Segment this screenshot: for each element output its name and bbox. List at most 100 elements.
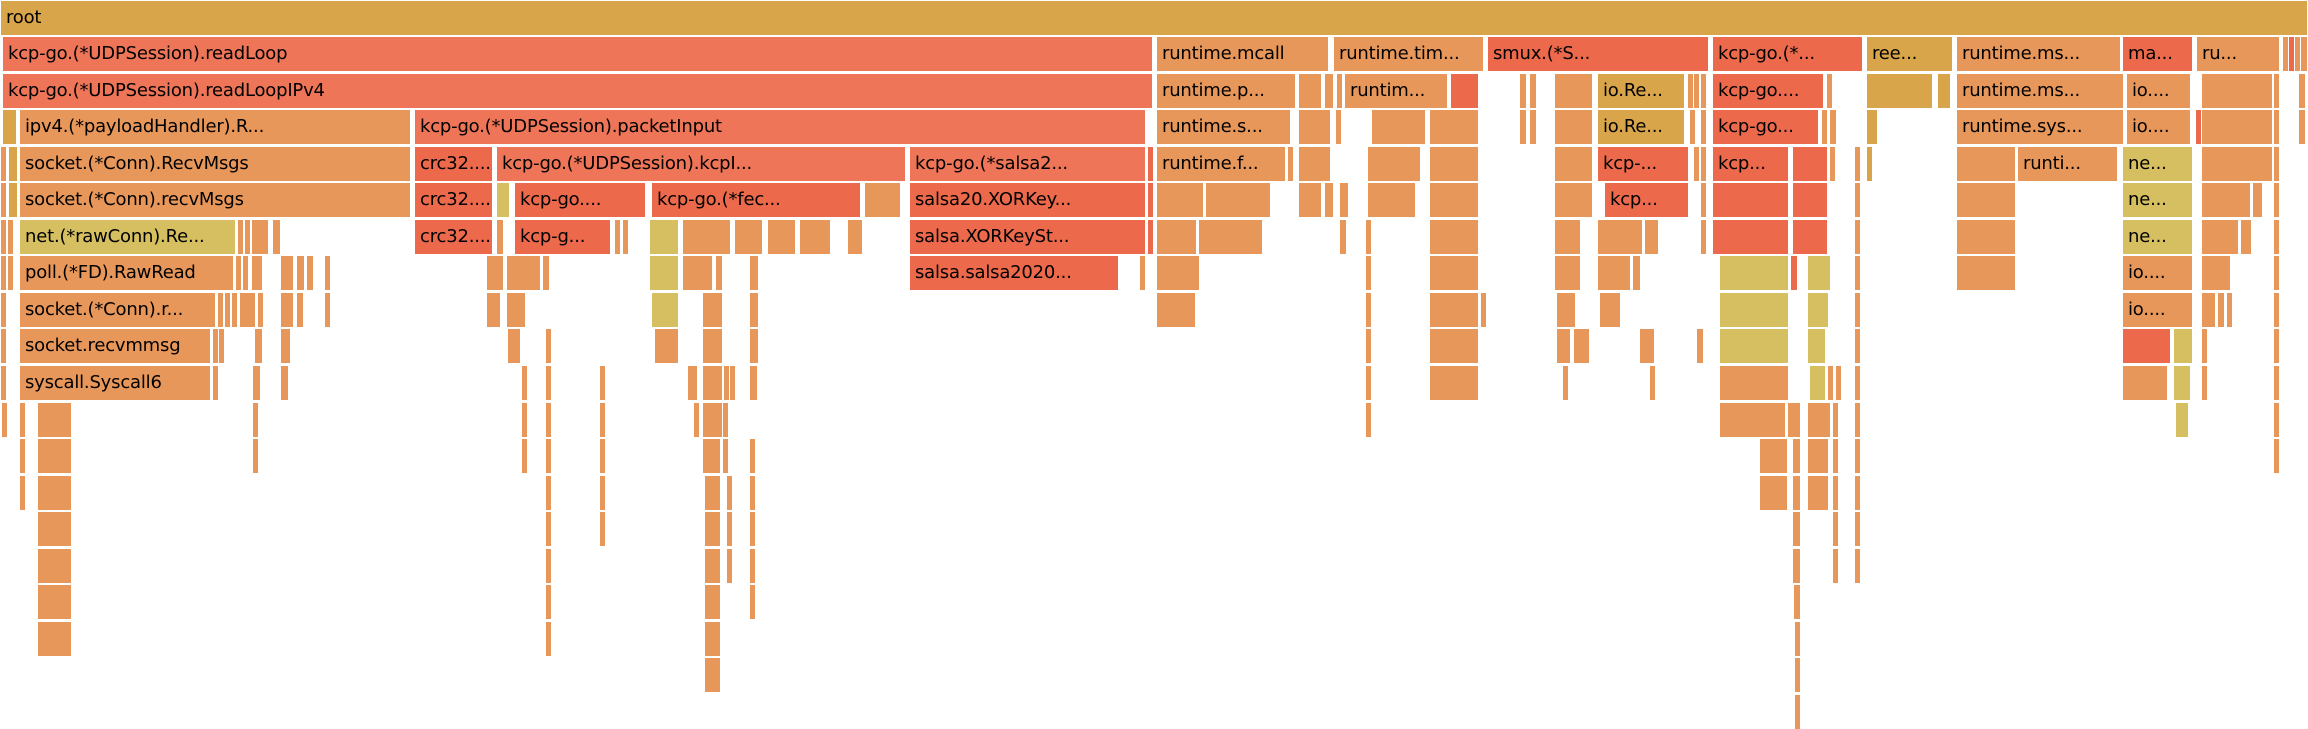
flame-frame-unlabeled[interactable] bbox=[750, 585, 755, 619]
flame-frame-unlabeled[interactable] bbox=[1368, 147, 1420, 181]
flame-frame-unlabeled[interactable] bbox=[2202, 220, 2238, 254]
flame-frame-unlabeled[interactable] bbox=[1, 329, 6, 363]
flame-frame-unlabeled[interactable] bbox=[683, 220, 730, 254]
flame-frame-unlabeled[interactable] bbox=[650, 256, 678, 290]
flame-frame[interactable]: kcp-go.... bbox=[1713, 74, 1823, 108]
flame-frame-unlabeled[interactable] bbox=[9, 147, 17, 181]
flame-frame-unlabeled[interactable] bbox=[1697, 329, 1703, 363]
flame-frame-unlabeled[interactable] bbox=[1855, 366, 1860, 400]
flame-frame-unlabeled[interactable] bbox=[1828, 366, 1833, 400]
flame-frame-unlabeled[interactable] bbox=[2174, 329, 2192, 363]
flame-frame-unlabeled[interactable] bbox=[1430, 183, 1478, 217]
flame-frame-unlabeled[interactable] bbox=[1148, 220, 1153, 254]
flame-frame-unlabeled[interactable] bbox=[1720, 403, 1785, 437]
flame-frame-unlabeled[interactable] bbox=[2202, 74, 2272, 108]
flame-frame-unlabeled[interactable] bbox=[2123, 366, 2167, 400]
flame-frame[interactable]: net.(*rawConn).Re... bbox=[20, 220, 235, 254]
flame-frame[interactable]: runti... bbox=[2018, 147, 2117, 181]
flame-frame-unlabeled[interactable] bbox=[1855, 183, 1860, 217]
flame-frame-unlabeled[interactable] bbox=[600, 439, 605, 473]
flame-frame-unlabeled[interactable] bbox=[3, 110, 16, 144]
flame-frame-unlabeled[interactable] bbox=[2196, 110, 2201, 144]
flame-frame-unlabeled[interactable] bbox=[1555, 183, 1592, 217]
flame-frame-unlabeled[interactable] bbox=[219, 329, 224, 363]
flame-frame-unlabeled[interactable] bbox=[2202, 329, 2207, 363]
flame-frame[interactable]: syscall.Syscall6 bbox=[20, 366, 210, 400]
flame-frame-unlabeled[interactable] bbox=[1720, 293, 1788, 327]
flame-frame-unlabeled[interactable] bbox=[1, 147, 6, 181]
flame-frame-unlabeled[interactable] bbox=[2202, 147, 2272, 181]
flame-frame-unlabeled[interactable] bbox=[1701, 183, 1706, 217]
flame-frame-unlabeled[interactable] bbox=[1650, 366, 1655, 400]
flame-frame-unlabeled[interactable] bbox=[1557, 329, 1570, 363]
flame-frame-unlabeled[interactable] bbox=[1336, 110, 1341, 144]
flame-frame-unlabeled[interactable] bbox=[1366, 329, 1371, 363]
flame-frame-unlabeled[interactable] bbox=[20, 476, 25, 510]
flame-frame-unlabeled[interactable] bbox=[1701, 220, 1706, 254]
flame-frame-unlabeled[interactable] bbox=[1299, 147, 1330, 181]
flame-frame-unlabeled[interactable] bbox=[1760, 439, 1787, 473]
flame-frame-unlabeled[interactable] bbox=[243, 256, 248, 290]
flame-frame-unlabeled[interactable] bbox=[1793, 476, 1800, 510]
flame-frame-unlabeled[interactable] bbox=[307, 256, 313, 290]
flame-frame-unlabeled[interactable] bbox=[1157, 256, 1199, 290]
flame-frame[interactable]: kcp-g... bbox=[515, 220, 610, 254]
flame-frame-unlabeled[interactable] bbox=[1808, 476, 1828, 510]
flame-frame-unlabeled[interactable] bbox=[1600, 293, 1620, 327]
flame-frame-unlabeled[interactable] bbox=[240, 293, 255, 327]
flame-frame-unlabeled[interactable] bbox=[2202, 293, 2215, 327]
flame-frame-unlabeled[interactable] bbox=[703, 403, 722, 437]
flame-frame-unlabeled[interactable] bbox=[1855, 293, 1860, 327]
flame-frame-unlabeled[interactable] bbox=[546, 585, 551, 619]
flame-frame-unlabeled[interactable] bbox=[1720, 366, 1788, 400]
flame-frame-unlabeled[interactable] bbox=[703, 293, 722, 327]
flame-frame-unlabeled[interactable] bbox=[2274, 293, 2279, 327]
flame-frame-unlabeled[interactable] bbox=[546, 403, 551, 437]
flame-frame[interactable]: runtime.tim... bbox=[1334, 37, 1483, 71]
flame-frame[interactable]: kcp-go.(*UDPSession).kcpI... bbox=[497, 147, 905, 181]
flame-frame[interactable]: kcp-go.(*UDPSession).readLoopIPv4 bbox=[3, 74, 1152, 108]
flame-frame-unlabeled[interactable] bbox=[213, 329, 218, 363]
flame-frame[interactable]: crc32.... bbox=[415, 220, 492, 254]
flame-frame-unlabeled[interactable] bbox=[1867, 74, 1932, 108]
flame-frame-unlabeled[interactable] bbox=[705, 585, 720, 619]
flame-frame[interactable]: runtime.mcall bbox=[1157, 37, 1328, 71]
flame-frame[interactable]: kcp-go.(*... bbox=[1713, 37, 1862, 71]
flame-frame-unlabeled[interactable] bbox=[1530, 74, 1536, 108]
flame-frame-unlabeled[interactable] bbox=[255, 329, 262, 363]
flame-frame-unlabeled[interactable] bbox=[1795, 622, 1800, 656]
flame-frame-unlabeled[interactable] bbox=[600, 366, 605, 400]
flame-frame-unlabeled[interactable] bbox=[546, 366, 551, 400]
flame-frame-unlabeled[interactable] bbox=[1451, 74, 1478, 108]
flame-frame-unlabeled[interactable] bbox=[800, 220, 830, 254]
flame-frame-unlabeled[interactable] bbox=[522, 439, 527, 473]
flame-frame-unlabeled[interactable] bbox=[1788, 403, 1793, 437]
flame-frame[interactable]: io.... bbox=[2127, 110, 2190, 144]
flame-frame-unlabeled[interactable] bbox=[727, 549, 732, 583]
flame-frame-unlabeled[interactable] bbox=[1791, 256, 1797, 290]
flame-frame-unlabeled[interactable] bbox=[1157, 183, 1203, 217]
flame-frame-unlabeled[interactable] bbox=[1855, 476, 1860, 510]
flame-frame-unlabeled[interactable] bbox=[2301, 37, 2307, 71]
flame-frame-unlabeled[interactable] bbox=[1822, 110, 1827, 144]
flame-frame-unlabeled[interactable] bbox=[768, 220, 795, 254]
flame-frame-unlabeled[interactable] bbox=[8, 220, 13, 254]
flame-frame-unlabeled[interactable] bbox=[1793, 549, 1800, 583]
flame-frame-unlabeled[interactable] bbox=[1, 183, 6, 217]
flame-frame-unlabeled[interactable] bbox=[750, 293, 758, 327]
flame-frame-unlabeled[interactable] bbox=[1833, 439, 1838, 473]
flame-frame-unlabeled[interactable] bbox=[1810, 366, 1825, 400]
flame-frame-unlabeled[interactable] bbox=[1713, 220, 1788, 254]
flame-frame-unlabeled[interactable] bbox=[723, 403, 728, 437]
flame-frame-unlabeled[interactable] bbox=[218, 293, 223, 327]
flame-frame-unlabeled[interactable] bbox=[1795, 695, 1800, 729]
flame-frame-unlabeled[interactable] bbox=[694, 403, 699, 437]
flame-frame-unlabeled[interactable] bbox=[1288, 147, 1293, 181]
flame-frame-unlabeled[interactable] bbox=[1430, 256, 1478, 290]
flame-frame-unlabeled[interactable] bbox=[38, 622, 71, 656]
flame-frame-unlabeled[interactable] bbox=[1366, 403, 1371, 437]
flame-frame-unlabeled[interactable] bbox=[1148, 147, 1153, 181]
flame-frame-unlabeled[interactable] bbox=[1793, 439, 1800, 473]
flame-frame-unlabeled[interactable] bbox=[600, 476, 605, 510]
flame-frame-unlabeled[interactable] bbox=[2176, 403, 2188, 437]
